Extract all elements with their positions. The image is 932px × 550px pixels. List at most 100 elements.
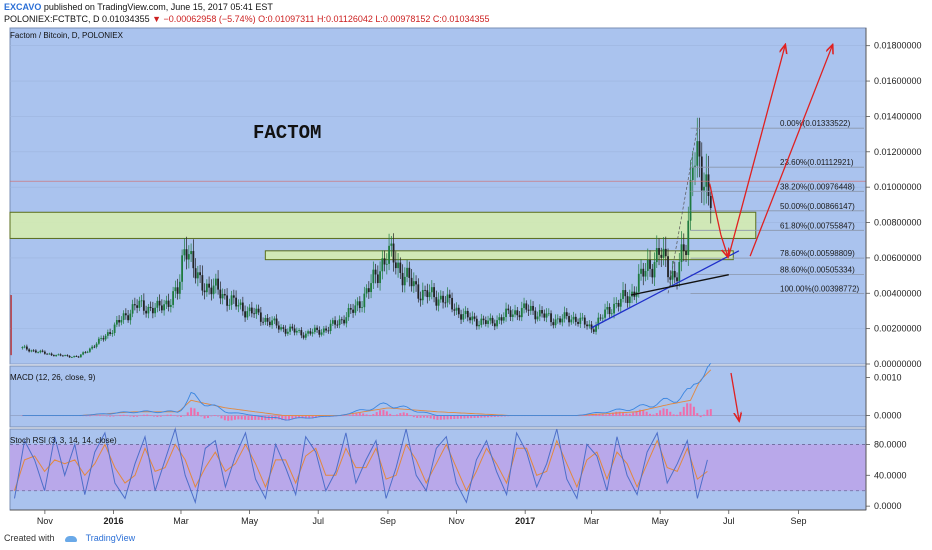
stoch-rsi-panel [14,427,708,505]
candle-body [28,349,31,352]
candle-body [120,320,123,323]
candle-body [286,331,289,334]
candle-body [493,323,496,327]
macd-histogram-bar [257,415,260,420]
candle-body [259,312,262,322]
candle-body [185,249,188,260]
macd-histogram-bar [240,415,243,420]
candle-body [86,351,89,353]
macd-histogram-bar [655,413,658,417]
fib-diagonal [667,127,698,294]
macd-histogram-bar [109,415,112,417]
candle-body [154,307,157,314]
candle-body [559,318,561,323]
candle-body [73,356,76,358]
macd-histogram-bar [449,415,452,420]
candle-body [291,326,294,329]
candle-body [541,310,543,314]
candle-body [428,292,431,298]
candle-body [637,273,640,292]
macd-histogram-bar [598,414,601,417]
candle-body [253,313,255,315]
candle-body [462,314,465,320]
projection-arrow-0 [709,183,722,236]
macd-histogram-bar [314,415,317,418]
macd-histogram-bar [365,414,368,417]
macd-histogram-bar [385,411,388,417]
macd-histogram-bar [703,414,706,417]
candle-body [219,289,222,299]
price-y-tick-label-9: 0.00000000 [874,359,922,369]
candle-body [181,255,183,282]
x-tick-label-7: 2017 [515,516,535,526]
macd-histogram-bar [203,415,206,419]
price-change: ▼ −0.00062958 (−5.74%) [152,14,256,24]
candle-body [698,141,701,157]
candle-body [709,196,712,209]
candle-body [556,318,559,320]
candle-body [651,268,654,278]
macd-histogram-bar [399,413,402,417]
candle-body [624,290,627,297]
ohlc-values: O:0.01097311 H:0.01126042 L:0.00978152 C… [258,14,490,24]
candle-body [374,269,377,275]
macd-histogram-bar [85,415,88,417]
axes: 0.01800000 0.01600000 0.01400000 0.01200000… [10,28,930,528]
macd-histogram-bar [308,415,311,419]
candle-body [55,354,58,357]
candle-body [190,251,192,255]
macd-histogram-bar [250,415,253,420]
candle-body [23,346,26,348]
macd-histogram-bar [375,412,378,417]
tradingview-brand[interactable]: TradingView [85,533,136,543]
candle-body [583,317,586,325]
candle-body [570,319,573,323]
trendline-0 [591,250,740,329]
candle-body [615,302,618,304]
candle-body [700,156,703,191]
macd-histogram-bar [132,415,135,417]
macd-histogram-bar [638,409,641,417]
macd-histogram-bar [402,412,405,417]
macd-histogram-bar [82,415,85,417]
macd-histogram-bar [146,414,149,417]
macd-histogram-bar [645,411,648,417]
macd-histogram-bar [662,408,665,417]
x-tick-label-10: Jul [723,516,735,526]
macd-histogram-bar [672,414,675,417]
candle-body [563,312,566,319]
candle-body [592,329,595,332]
macd-histogram-bar [196,411,199,417]
candle-body [518,315,521,318]
candle-body [372,269,375,284]
candle-body [588,324,591,327]
header-line-1: EXCAVO published on TradingView.com, Jun… [4,2,273,12]
candle-body [532,305,534,311]
macd-histogram-bar [88,415,91,417]
macd-y-tick-label-0: 0.0010 [874,372,902,382]
candle-body [660,254,663,258]
macd-histogram-bar [473,415,476,418]
macd-histogram-bar [179,415,182,418]
symbol-label: POLONIEX:FCTBTC, D [4,14,100,24]
candle-body [124,313,127,316]
candle-body [673,271,676,278]
candle-body [307,331,309,334]
macd-histogram-bar [615,411,618,417]
macd-panel [10,363,866,420]
candle-body [79,354,82,358]
macd-histogram-bar [412,415,415,418]
macd-histogram-bar [95,415,98,417]
macd-histogram-bar [169,414,172,417]
candle-body [516,310,519,316]
author-name[interactable]: EXCAVO [4,2,42,12]
macd-histogram-bar [416,415,419,418]
macd-histogram-bar [628,413,631,417]
macd-histogram-bar [362,413,365,417]
macd-histogram-bar [453,415,456,420]
candle-body [118,320,121,323]
macd-histogram-bar [281,415,284,421]
macd-histogram-bar [149,415,152,417]
candle-body [642,268,645,277]
